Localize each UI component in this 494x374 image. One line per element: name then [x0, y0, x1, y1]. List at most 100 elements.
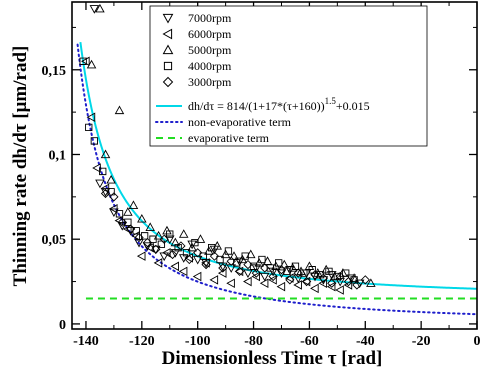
point-3000rpm-8 [167, 249, 178, 260]
point-4000rpm-25 [283, 267, 291, 276]
point-5000rpm-2 [100, 149, 111, 159]
point-6000rpm-24 [268, 275, 277, 285]
point-4000rpm-18 [224, 247, 233, 255]
y-tick-label-0: 0 [59, 318, 66, 333]
point-6000rpm-21 [243, 276, 252, 287]
point-6000rpm-20 [234, 266, 244, 277]
point-4000rpm-32 [342, 269, 350, 277]
point-4000rpm-20 [241, 252, 249, 260]
point-4000rpm-5 [115, 210, 124, 218]
point-7000rpm-25 [285, 266, 295, 275]
point-4000rpm-14 [191, 238, 199, 247]
point-5000rpm-7 [137, 213, 147, 223]
point-6000rpm-1 [86, 112, 96, 122]
point-6000rpm-22 [251, 271, 260, 282]
point-6000rpm-23 [259, 278, 269, 289]
point-5000rpm-0 [86, 59, 97, 69]
point-3000rpm-29 [343, 276, 354, 287]
x-tick-label-6: -20 [412, 334, 431, 349]
point-4000rpm-0 [79, 57, 87, 65]
y-tick-labels: 0 0,05 0,1 0,15 [42, 64, 67, 333]
y-tick-label-3: 0,15 [42, 64, 67, 79]
x-tick-label-4: -60 [300, 334, 319, 349]
point-3000rpm-22 [285, 275, 295, 285]
point-3000rpm-4 [134, 232, 144, 243]
point-3000rpm-7 [159, 234, 169, 244]
point-3000rpm-0 [100, 188, 111, 199]
y-tick-label-2: 0,1 [49, 148, 67, 163]
point-3000rpm-13 [209, 251, 220, 261]
point-7000rpm-22 [259, 272, 270, 282]
point-5000rpm-32 [349, 273, 359, 282]
point-4000rpm-30 [325, 267, 333, 276]
point-4000rpm-17 [216, 255, 224, 264]
point-3000rpm-6 [151, 244, 161, 255]
point-6000rpm-15 [192, 271, 202, 282]
legend-fit-tail: +0.015 [336, 99, 370, 113]
data-points [79, 3, 376, 295]
point-3000rpm-3 [126, 224, 136, 234]
point-7000rpm-19 [234, 257, 245, 267]
point-3000rpm-14 [218, 263, 228, 273]
point-6000rpm-6 [122, 224, 132, 234]
point-4000rpm-3 [99, 167, 107, 176]
point-4000rpm-4 [107, 188, 115, 196]
x-tick-label-5: -40 [356, 334, 375, 349]
legend-label-4000rpm: 4000rpm [188, 59, 232, 73]
point-6000rpm-8 [136, 251, 146, 261]
point-6000rpm-0 [81, 56, 90, 67]
point-4000rpm-15 [199, 252, 207, 260]
point-4000rpm-9 [149, 235, 157, 243]
point-6000rpm-29 [310, 283, 319, 294]
point-6000rpm-32 [335, 285, 344, 295]
point-5000rpm-3 [106, 174, 116, 184]
legend-label-7000rpm: 7000rpm [188, 11, 232, 25]
legend-marker-6000rpm [162, 28, 173, 40]
point-6000rpm-12 [170, 261, 179, 272]
point-6000rpm-4 [108, 203, 118, 214]
legend-marker-7000rpm [162, 13, 174, 24]
x-tick-label-7: 0 [474, 334, 481, 349]
point-6000rpm-19 [226, 278, 235, 289]
point-3000rpm-19 [260, 263, 270, 273]
point-3000rpm-24 [301, 276, 312, 287]
point-5000rpm-5 [123, 207, 133, 216]
point-3000rpm-18 [251, 268, 261, 278]
point-5000rpm-13 [187, 242, 197, 252]
legend: 7000rpm 6000rpm 5000rpm 4000rpm 3000rpm … [149, 5, 428, 147]
point-3000rpm-25 [310, 270, 320, 280]
legend-fit-main: dh/dτ = 814/(1+17*(τ+160)) [188, 99, 325, 113]
curve-1 [76, 43, 478, 316]
point-5000rpm-25 [287, 263, 298, 272]
point-7000rpm-33 [354, 279, 365, 289]
legend-box [149, 5, 428, 147]
point-5000rpm-4 [114, 105, 125, 115]
point-6000rpm-27 [293, 280, 302, 290]
legend-marker-5000rpm [162, 44, 174, 55]
legend-label-5000rpm: 5000rpm [188, 43, 232, 57]
x-tick-label-0: -140 [73, 334, 99, 349]
legend-marker-3000rpm [162, 76, 174, 88]
point-3000rpm-27 [327, 278, 337, 288]
curve-0 [79, 41, 478, 290]
legend-label-fit: dh/dτ = 814/(1+17*(τ+160))1.5+0.015 [188, 96, 370, 113]
point-4000rpm-33 [350, 276, 358, 284]
point-4000rpm-12 [174, 244, 182, 252]
x-tick-labels: -140 -120 -100 -80 -60 -40 -20 0 [73, 334, 480, 349]
point-5000rpm-8 [145, 222, 155, 231]
legend-fit-exponent: 1.5 [325, 96, 337, 106]
point-3000rpm-28 [335, 271, 345, 282]
point-4000rpm-2 [90, 137, 98, 145]
point-3000rpm-17 [243, 259, 253, 270]
point-3000rpm-26 [318, 273, 329, 283]
point-3000rpm-10 [184, 254, 194, 265]
point-3000rpm-16 [234, 266, 245, 277]
point-4000rpm-1 [85, 123, 93, 132]
point-6000rpm-10 [153, 258, 163, 268]
point-4000rpm-28 [308, 266, 316, 274]
x-axis-title: Dimensionless Time τ [rad] [162, 348, 383, 369]
point-3000rpm-12 [201, 259, 211, 270]
point-5000rpm-12 [178, 229, 189, 238]
point-6000rpm-17 [209, 275, 219, 285]
